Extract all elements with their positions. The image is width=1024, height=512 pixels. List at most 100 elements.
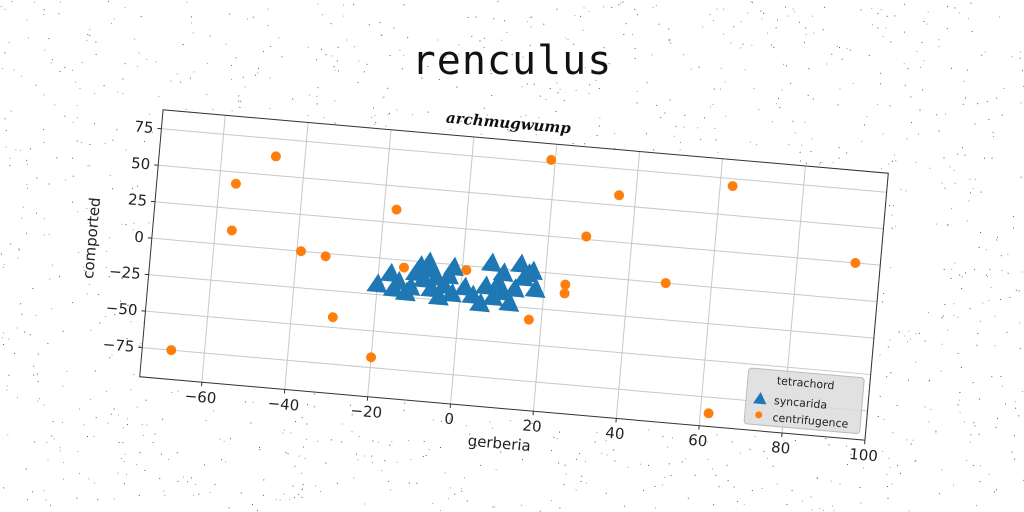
noise-dot [466, 425, 468, 427]
noise-dot [47, 343, 49, 345]
noise-dot [122, 442, 124, 444]
noise-dot [509, 125, 511, 127]
noise-dot [589, 84, 591, 86]
noise-dot [262, 51, 264, 53]
noise-dot [177, 480, 179, 482]
noise-dot [520, 116, 522, 118]
noise-dot [457, 54, 459, 56]
noise-dot [423, 441, 425, 442]
noise-dot [886, 474, 888, 476]
noise-dot [393, 27, 395, 29]
centrifugence-point [366, 352, 377, 363]
noise-dot [740, 452, 742, 454]
noise-dot [966, 220, 968, 222]
noise-dot [578, 453, 580, 455]
noise-dot [859, 487, 861, 489]
noise-dot [78, 473, 80, 474]
noise-dot [469, 433, 471, 435]
syncarida-point [443, 256, 464, 277]
noise-dot [317, 87, 319, 89]
noise-dot [122, 78, 124, 80]
noise-dot [59, 447, 61, 449]
noise-dot [438, 79, 440, 80]
noise-dot [137, 66, 139, 67]
noise-dot [90, 268, 92, 270]
noise-dot [557, 438, 558, 440]
noise-dot [731, 441, 733, 443]
noise-dot [551, 450, 552, 452]
noise-dot [316, 95, 318, 97]
noise-dot [636, 91, 638, 92]
noise-dot [906, 439, 908, 441]
noise-dot [308, 94, 310, 96]
noise-dot [121, 277, 123, 279]
noise-dot [1014, 458, 1016, 460]
noise-dot [556, 82, 558, 84]
syncarida-point [366, 273, 388, 293]
noise-dot [981, 54, 983, 56]
noise-dot [980, 320, 981, 322]
noise-dot [59, 450, 61, 452]
noise-dot [389, 444, 391, 446]
noise-dot [76, 140, 78, 142]
noise-dot [145, 399, 147, 401]
noise-dot [154, 433, 156, 435]
noise-dot [781, 89, 783, 91]
noise-dot [103, 85, 105, 87]
noise-dot [20, 75, 22, 77]
noise-dot [805, 27, 807, 29]
noise-dot [979, 481, 981, 483]
noise-dot [810, 151, 812, 153]
noise-dot [383, 96, 385, 98]
noise-dot [965, 272, 967, 274]
noise-dot [890, 41, 892, 43]
noise-dot [440, 447, 441, 448]
noise-dot [866, 116, 868, 118]
noise-dot [831, 53, 833, 55]
noise-dot [78, 408, 80, 410]
noise-dot [883, 293, 885, 294]
noise-dot [483, 107, 485, 109]
noise-dot [353, 477, 355, 479]
noise-dot [51, 59, 53, 61]
noise-dot [492, 506, 494, 508]
noise-dot [896, 405, 898, 406]
noise-dot [283, 493, 285, 495]
noise-dot [908, 510, 910, 512]
noise-dot [37, 353, 39, 355]
noise-dot [29, 334, 31, 336]
noise-dot [895, 225, 897, 227]
noise-dot [903, 31, 905, 33]
noise-dot [26, 232, 28, 234]
centrifugence-point [166, 345, 177, 356]
noise-dot [888, 163, 890, 165]
noise-dot [82, 266, 84, 268]
noise-dot [992, 131, 994, 133]
noise-dot [910, 443, 912, 445]
noise-dot [670, 475, 672, 477]
noise-dot [828, 444, 830, 446]
noise-dot [285, 452, 287, 454]
noise-dot [106, 390, 107, 392]
centrifugence-point [560, 279, 571, 290]
noise-dot [29, 148, 31, 150]
noise-dot [830, 480, 832, 482]
noise-dot [9, 165, 11, 167]
noise-dot [672, 437, 673, 439]
noise-dot [583, 7, 585, 9]
noise-dot [640, 463, 642, 465]
noise-dot [668, 463, 670, 465]
noise-dot [838, 147, 840, 149]
noise-dot [504, 20, 506, 22]
noise-dot [307, 115, 309, 117]
noise-dot [450, 128, 452, 130]
noise-dot [804, 121, 806, 123]
noise-dot [490, 69, 492, 71]
noise-dot [294, 465, 296, 467]
centrifugence-point [546, 154, 557, 165]
noise-dot [634, 8, 636, 10]
noise-dot [906, 138, 908, 140]
noise-dot [726, 464, 728, 466]
noise-dot [549, 88, 551, 90]
